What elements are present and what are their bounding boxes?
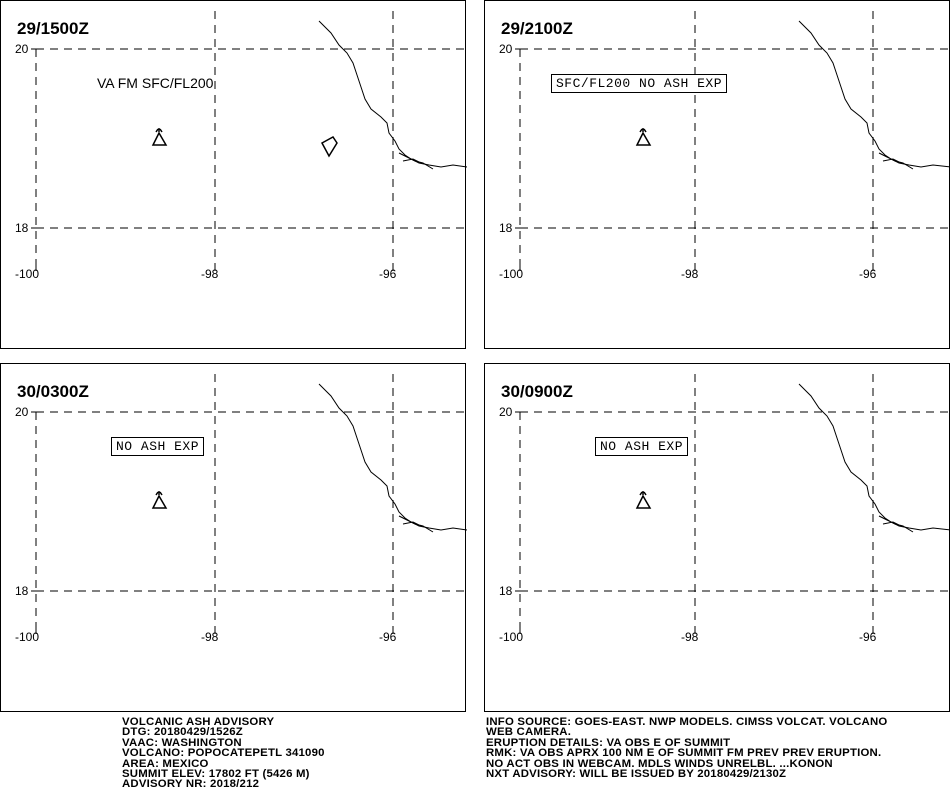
- map-panel-1: 29/1500Z 20 18 -100 -98 -96 VA FM SFC/FL…: [0, 0, 467, 349]
- ash-layer-note: NO ASH EXP: [595, 437, 689, 456]
- lat-label-18: 18: [499, 584, 513, 598]
- advisory-title: VOLCANIC ASH ADVISORY: [122, 716, 275, 728]
- lagoon-coast: [398, 152, 434, 170]
- map-canvas: [31, 11, 467, 271]
- lagoon-coast: [878, 515, 914, 533]
- lon-label-96: -96: [379, 267, 397, 281]
- map-panel-2: 29/2100Z 20 18 -100 -98 -96 SFC/FL200 NO…: [484, 0, 950, 349]
- lon-label-100: -100: [499, 267, 524, 281]
- volcano-icon: [635, 128, 652, 146]
- volcano-icon: [151, 491, 168, 509]
- lat-label-20: 20: [499, 42, 513, 56]
- panel-time-title: 29/1500Z: [17, 19, 89, 38]
- advisory-vaac: VAAC: WASHINGTON: [122, 736, 242, 749]
- lagoon-coast: [398, 515, 434, 533]
- lon-label-98: -98: [681, 630, 699, 644]
- lon-label-96: -96: [859, 630, 877, 644]
- lon-label-100: -100: [15, 267, 40, 281]
- coastline: [798, 383, 950, 531]
- map-canvas: [515, 374, 950, 634]
- ash-polygon: [320, 136, 338, 158]
- lagoon-coast: [878, 152, 914, 170]
- advisory-header-block: VOLCANIC ASH ADVISORY DTG: 20180429/1526…: [122, 716, 325, 791]
- lon-label-98: -98: [201, 630, 219, 644]
- advisory-eruption-details: ERUPTION DETAILS: VA OBS E OF SUMMIT: [486, 736, 731, 749]
- advisory-details-block: INFO SOURCE: GOES-EAST. NWP MODELS. CIMS…: [486, 716, 888, 781]
- ash-layer-note: SFC/FL200 NO ASH EXP: [551, 74, 728, 93]
- panel-time-title: 30/0900Z: [501, 382, 573, 401]
- advisory-number: ADVISORY NR: 2018/212: [122, 778, 260, 791]
- lon-label-100: -100: [499, 630, 524, 644]
- advisory-info-source-cont: WEB CAMERA.: [486, 726, 572, 739]
- advisory-info-source: INFO SOURCE: GOES-EAST. NWP MODELS. CIMS…: [486, 716, 888, 728]
- advisory-volcano: VOLCANO: POPOCATEPETL 341090: [122, 747, 325, 760]
- lon-label-100: -100: [15, 630, 40, 644]
- lat-label-18: 18: [499, 221, 513, 235]
- panel-time-title: 29/2100Z: [501, 19, 573, 38]
- advisory-remarks: RMK: VA OBS APRX 100 NM E OF SUMMIT FM P…: [486, 747, 882, 760]
- lon-label-96: -96: [859, 267, 877, 281]
- map-canvas: [515, 11, 950, 271]
- lat-label-18: 18: [15, 221, 29, 235]
- ash-layer-note: VA FM SFC/FL200: [97, 75, 214, 91]
- lon-label-96: -96: [379, 630, 397, 644]
- lat-label-20: 20: [15, 42, 29, 56]
- advisory-remarks-cont: NO ACT OBS IN WEBCAM. MDLS WINDS UNRELBL…: [486, 757, 833, 770]
- coastline: [798, 20, 950, 168]
- advisory-next: NXT ADVISORY: WILL BE ISSUED BY 20180429…: [486, 768, 787, 781]
- advisory-summit-elev: SUMMIT ELEV: 17802 FT (5426 M): [122, 768, 310, 781]
- advisory-area: AREA: MEXICO: [122, 757, 209, 770]
- map-canvas: [31, 374, 467, 634]
- lat-label-18: 18: [15, 584, 29, 598]
- lon-label-98: -98: [201, 267, 219, 281]
- volcano-icon: [635, 491, 652, 509]
- map-panel-4: 30/0900Z 20 18 -100 -98 -96 NO ASH EXP: [484, 363, 950, 712]
- volcano-icon: [151, 128, 168, 146]
- advisory-dtg: DTG: 20180429/1526Z: [122, 726, 243, 739]
- lon-label-98: -98: [681, 267, 699, 281]
- lat-label-20: 20: [15, 405, 29, 419]
- map-panel-3: 30/0300Z 20 18 -100 -98 -96 NO ASH EXP: [0, 363, 467, 712]
- panel-time-title: 30/0300Z: [17, 382, 89, 401]
- lat-label-20: 20: [499, 405, 513, 419]
- ash-layer-note: NO ASH EXP: [111, 437, 205, 456]
